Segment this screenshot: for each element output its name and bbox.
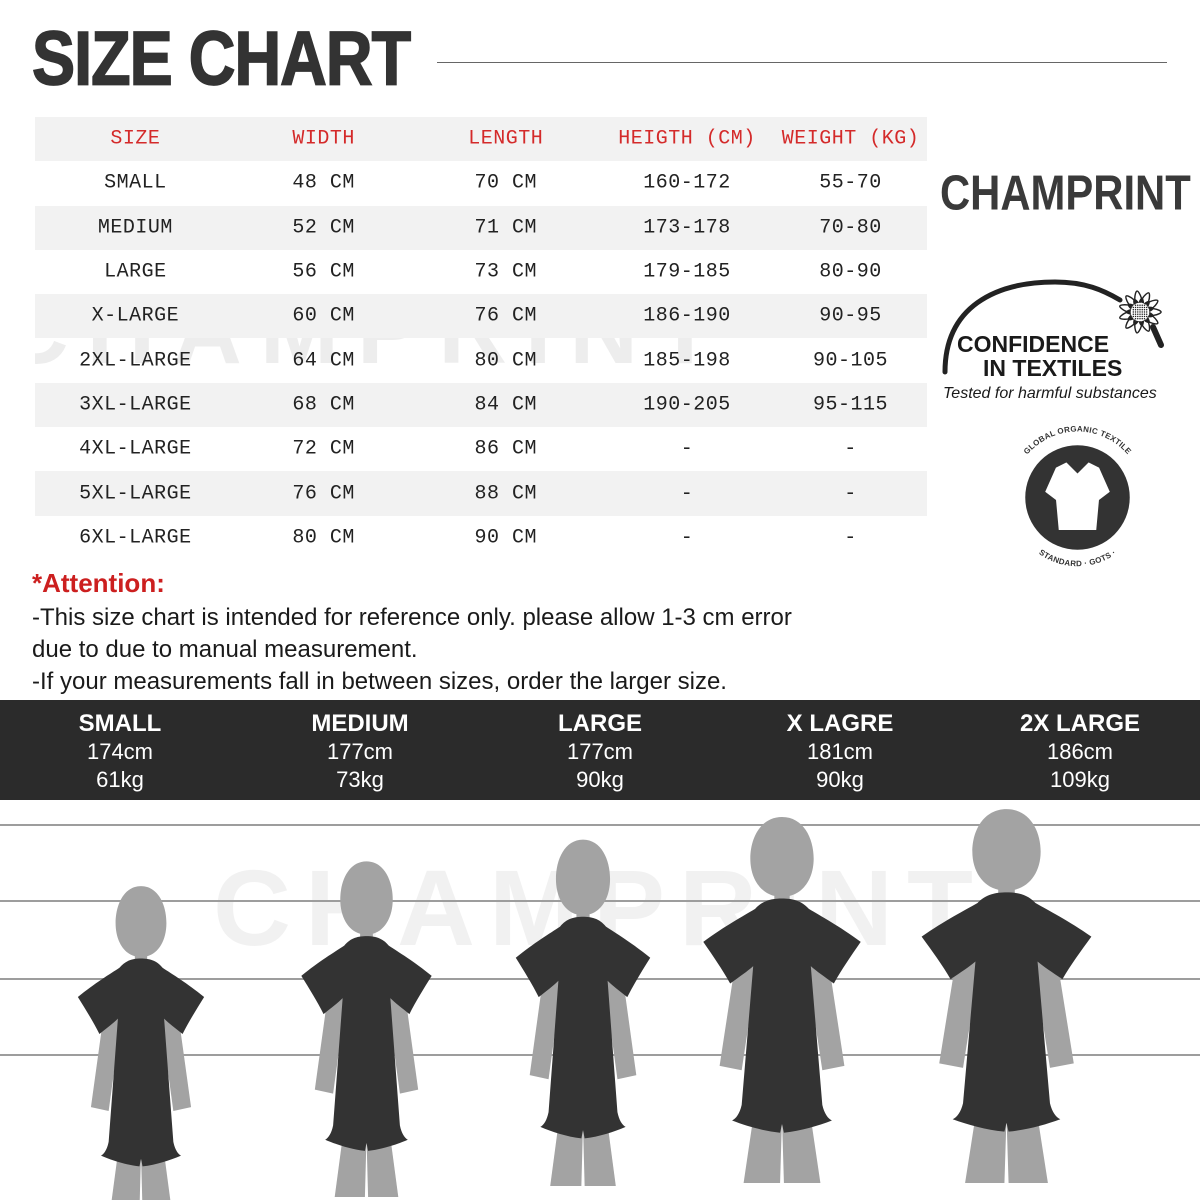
svg-text:STANDARD · GOTS ·: STANDARD · GOTS · [1037,548,1117,569]
svg-text:Tested for harmful substances: Tested for harmful substances [943,385,1157,402]
svg-text:CONFIDENCE: CONFIDENCE [957,331,1109,357]
svg-text:IN TEXTILES: IN TEXTILES [983,355,1122,381]
